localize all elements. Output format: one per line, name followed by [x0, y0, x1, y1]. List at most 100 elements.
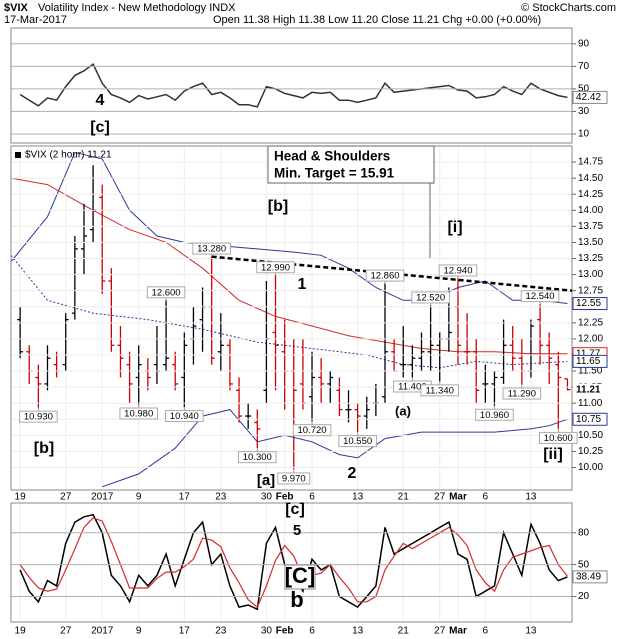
y-tick-label: 11.00 [578, 398, 603, 409]
y-tick-label: 12.75 [578, 285, 603, 296]
x-tick-label: 13 [352, 626, 364, 637]
x-tick-label: 2017 [91, 492, 114, 503]
x-tick-label: 30 [261, 492, 273, 503]
index-name: Volatility Index - New Methodology INDX [38, 2, 236, 14]
x-tick-label: Feb [276, 626, 294, 637]
point-label-box [365, 269, 405, 282]
annotation: [b] [34, 440, 54, 457]
point-label-box [256, 261, 295, 274]
point-label-box [146, 286, 186, 299]
copyright: © StockCharts.com [521, 2, 616, 14]
x-tick-label: 6 [309, 492, 315, 503]
point-label: 10.930 [24, 412, 53, 423]
y-tick-label: 11.50 [578, 366, 603, 377]
callout-box [267, 145, 435, 184]
y-tick-label: 80 [578, 527, 590, 538]
point-label-box [420, 384, 460, 397]
point-label: 12.520 [416, 292, 445, 303]
point-label-box [292, 424, 332, 437]
last-value: 10.75 [576, 414, 601, 425]
point-label: 10.720 [297, 425, 326, 436]
y-tick-label: 50 [578, 559, 590, 570]
point-label: 10.300 [243, 452, 272, 463]
x-tick-label: 30 [261, 626, 273, 637]
symbol: $VIX [4, 2, 29, 14]
y-tick-label: 20 [578, 591, 590, 602]
y-tick-label: 70 [578, 61, 590, 72]
point-label: 10.960 [480, 410, 509, 421]
point-label-box [502, 387, 542, 400]
y-tick-label: 13.25 [578, 253, 603, 264]
x-tick-label: 6 [483, 492, 489, 503]
y-tick-label: 13.75 [578, 221, 603, 232]
line [19, 62, 568, 108]
x-tick-label: 13 [352, 492, 364, 503]
y-tick-label: 14.75 [578, 157, 603, 168]
annotation: 1 [298, 276, 307, 293]
point-label-box [237, 451, 277, 464]
x-tick-label: 9 [136, 626, 142, 637]
point-label-box [411, 291, 450, 304]
x-tick-label: 17 [179, 626, 191, 637]
value-box [572, 354, 608, 368]
x-tick-label: 9 [136, 492, 142, 503]
x-tick-label: 19 [15, 492, 27, 503]
y-tick-label: 14.50 [578, 173, 603, 184]
annotation: [c] [285, 501, 305, 518]
value-box [572, 412, 608, 426]
x-tick-label: 21 [398, 626, 410, 637]
last-value: 42.42 [576, 92, 601, 103]
x-tick-label: 21 [398, 492, 410, 503]
x-tick-label: 27 [60, 626, 72, 637]
point-label: 10.980 [124, 408, 153, 419]
point-label-box [539, 431, 578, 444]
x-tick-label: Mar [449, 492, 467, 503]
point-label: 12.600 [152, 287, 181, 298]
x-tick-label: Feb [276, 492, 294, 503]
last-value: 38.49 [576, 571, 601, 582]
value-box [572, 90, 608, 104]
last-value: 11.65 [576, 356, 601, 367]
x-tick-label: 13 [525, 492, 537, 503]
value-box [572, 570, 608, 584]
x-tick-label: 2017 [91, 626, 114, 637]
x-tick-label: 23 [215, 492, 227, 503]
x-tick-label: 27 [60, 492, 72, 503]
last-value: 11.77 [576, 348, 601, 359]
panel-frame [10, 502, 573, 623]
point-label: 12.540 [526, 291, 555, 302]
y-tick-label: 13.50 [578, 237, 603, 248]
y-tick-label: 10.50 [578, 430, 603, 441]
annotation: 5 [293, 522, 301, 539]
point-label: 11.400 [398, 381, 426, 392]
annotation-box [284, 564, 316, 590]
x-tick-label: 27 [434, 492, 446, 503]
y-tick-label: 12.00 [578, 334, 603, 345]
last-value: 12.55 [576, 298, 601, 309]
x-tick-label: 6 [483, 626, 489, 637]
y-tick-label: 14.00 [578, 205, 603, 216]
annotation: [b] [268, 198, 288, 215]
point-label-box [19, 410, 58, 423]
x-tick-label: 27 [434, 626, 446, 637]
point-label: 13.280 [197, 244, 226, 255]
x-tick-label: 6 [309, 626, 315, 637]
legend-label: $VIX (2 hour) 11.21 [25, 150, 112, 161]
point-label: 12.990 [261, 262, 290, 273]
last-value: 11.21 [576, 384, 601, 395]
point-label-box [520, 290, 560, 303]
annotation: [a] [257, 472, 275, 489]
y-tick-label: 10 [578, 129, 590, 140]
point-label: 11.290 [508, 389, 536, 400]
point-label-box [119, 407, 159, 420]
annotation: [ii] [543, 446, 563, 463]
line [11, 151, 568, 304]
value-box [572, 297, 608, 311]
callout-text: Head & Shoulders [274, 149, 390, 164]
point-label-box [277, 472, 311, 485]
point-label: 10.600 [544, 433, 573, 444]
y-tick-label: 90 [578, 38, 590, 49]
point-label: 10.940 [170, 411, 199, 422]
point-label: 12.940 [443, 265, 472, 276]
